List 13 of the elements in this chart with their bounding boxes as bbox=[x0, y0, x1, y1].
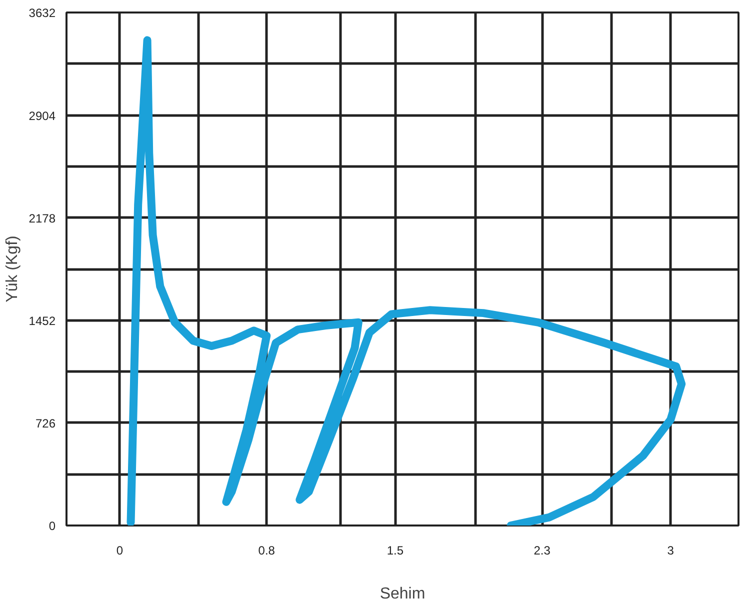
y-tick-label: 2904 bbox=[28, 108, 56, 123]
y-tick-label: 3632 bbox=[28, 6, 56, 20]
y-tick-label: 726 bbox=[35, 416, 56, 430]
y-axis-title: Yük (Kgf) bbox=[4, 236, 21, 302]
y-tick-label: 0 bbox=[48, 519, 56, 533]
x-axis-title: Sehim bbox=[380, 586, 426, 602]
x-tick-label: 1.5 bbox=[386, 544, 404, 558]
x-tick-label: 3 bbox=[667, 544, 674, 558]
y-tick-label: 1452 bbox=[28, 314, 56, 328]
x-tick-label: 0 bbox=[116, 544, 124, 558]
x-tick-label: 2.3 bbox=[534, 544, 551, 558]
y-tick-label: 2178 bbox=[28, 211, 56, 226]
x-tick-label: 0.8 bbox=[258, 544, 276, 558]
